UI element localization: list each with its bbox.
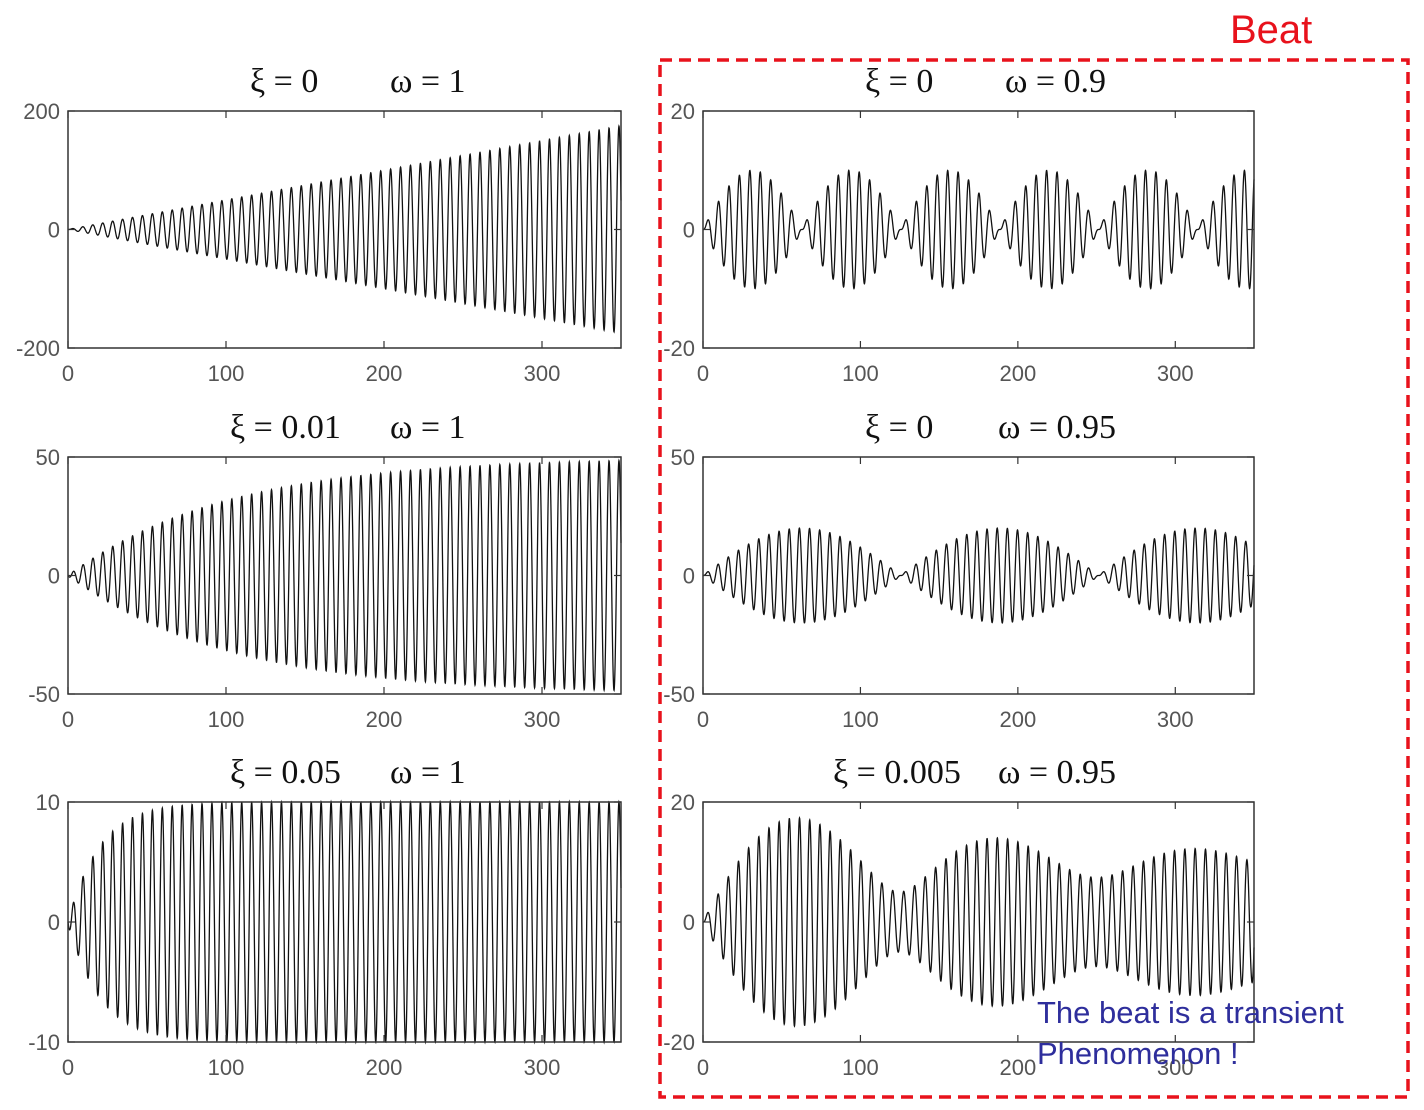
x-tick-label: 0 <box>697 361 709 386</box>
y-tick-label: -10 <box>28 1030 60 1055</box>
x-tick-label: 100 <box>842 1055 879 1080</box>
y-tick-label: 0 <box>683 218 695 243</box>
x-tick-label: 300 <box>524 707 561 732</box>
y-tick-label: 50 <box>671 445 695 470</box>
x-tick-label: 0 <box>62 1055 74 1080</box>
chart-title-xi: ξ = 0 <box>865 409 933 446</box>
y-tick-label: -20 <box>663 336 695 361</box>
chart-title-xi: ξ = 0.05 <box>230 754 341 791</box>
chart-title-omega: ω = 1 <box>390 409 466 446</box>
x-tick-label: 300 <box>524 1055 561 1080</box>
x-tick-label: 300 <box>1157 707 1194 732</box>
chart-title-xi: ξ = 0 <box>865 63 933 100</box>
x-tick-label: 300 <box>1157 361 1194 386</box>
y-tick-label: 50 <box>36 445 60 470</box>
x-tick-label: 0 <box>62 707 74 732</box>
y-tick-label: 0 <box>48 564 60 589</box>
chart-title-omega: ω = 1 <box>390 63 466 100</box>
y-tick-label: 20 <box>671 790 695 815</box>
x-tick-label: 200 <box>366 1055 403 1080</box>
x-tick-label: 300 <box>1157 1055 1194 1080</box>
chart-title-omega: ω = 1 <box>390 754 466 791</box>
series-line-4 <box>703 527 1255 624</box>
y-tick-label: 0 <box>683 564 695 589</box>
series-line-5 <box>67 799 622 1045</box>
y-tick-label: 0 <box>48 218 60 243</box>
chart-title-xi: ξ = 0.01 <box>230 409 341 446</box>
x-tick-label: 200 <box>366 361 403 386</box>
x-tick-label: 100 <box>208 707 245 732</box>
beat-highlight-box <box>658 58 1410 1099</box>
x-tick-label: 200 <box>999 1055 1036 1080</box>
x-tick-label: 300 <box>524 361 561 386</box>
y-tick-label: 0 <box>683 910 695 935</box>
beat-label: Beat <box>1230 8 1312 52</box>
x-tick-label: 0 <box>697 707 709 732</box>
y-tick-label: 10 <box>36 790 60 815</box>
x-tick-label: 100 <box>842 361 879 386</box>
plot-frame <box>702 110 1255 349</box>
x-tick-label: 0 <box>697 1055 709 1080</box>
x-tick-label: 100 <box>842 707 879 732</box>
x-tick-label: 200 <box>999 707 1036 732</box>
x-tick-label: 100 <box>208 361 245 386</box>
note-line-1: The beat is a transient <box>1037 995 1344 1030</box>
chart-title-xi: ξ = 0 <box>250 63 318 100</box>
chart-title-xi: ξ = 0.005 <box>833 754 961 791</box>
plot-frame <box>702 456 1255 695</box>
series-line-6 <box>703 816 1255 1028</box>
y-tick-label: 200 <box>23 99 60 124</box>
series-line-2 <box>703 169 1255 290</box>
chart-title-omega: ω = 0.95 <box>998 409 1116 446</box>
chart-title-omega: ω = 0.9 <box>1005 63 1106 100</box>
chart-title-omega: ω = 0.95 <box>998 754 1116 791</box>
note-line-2: Phenomenon ! <box>1037 1036 1239 1071</box>
y-tick-label: 20 <box>671 99 695 124</box>
x-tick-label: 100 <box>208 1055 245 1080</box>
y-tick-label: 0 <box>48 910 60 935</box>
x-tick-label: 200 <box>999 361 1036 386</box>
y-tick-label: -20 <box>663 1030 695 1055</box>
y-tick-label: -200 <box>16 336 60 361</box>
x-tick-label: 200 <box>366 707 403 732</box>
x-tick-label: 0 <box>62 361 74 386</box>
series-line-3 <box>67 458 622 693</box>
series-line-1 <box>68 124 622 334</box>
y-tick-label: -50 <box>28 682 60 707</box>
y-tick-label: -50 <box>663 682 695 707</box>
plot-frame <box>67 110 622 349</box>
